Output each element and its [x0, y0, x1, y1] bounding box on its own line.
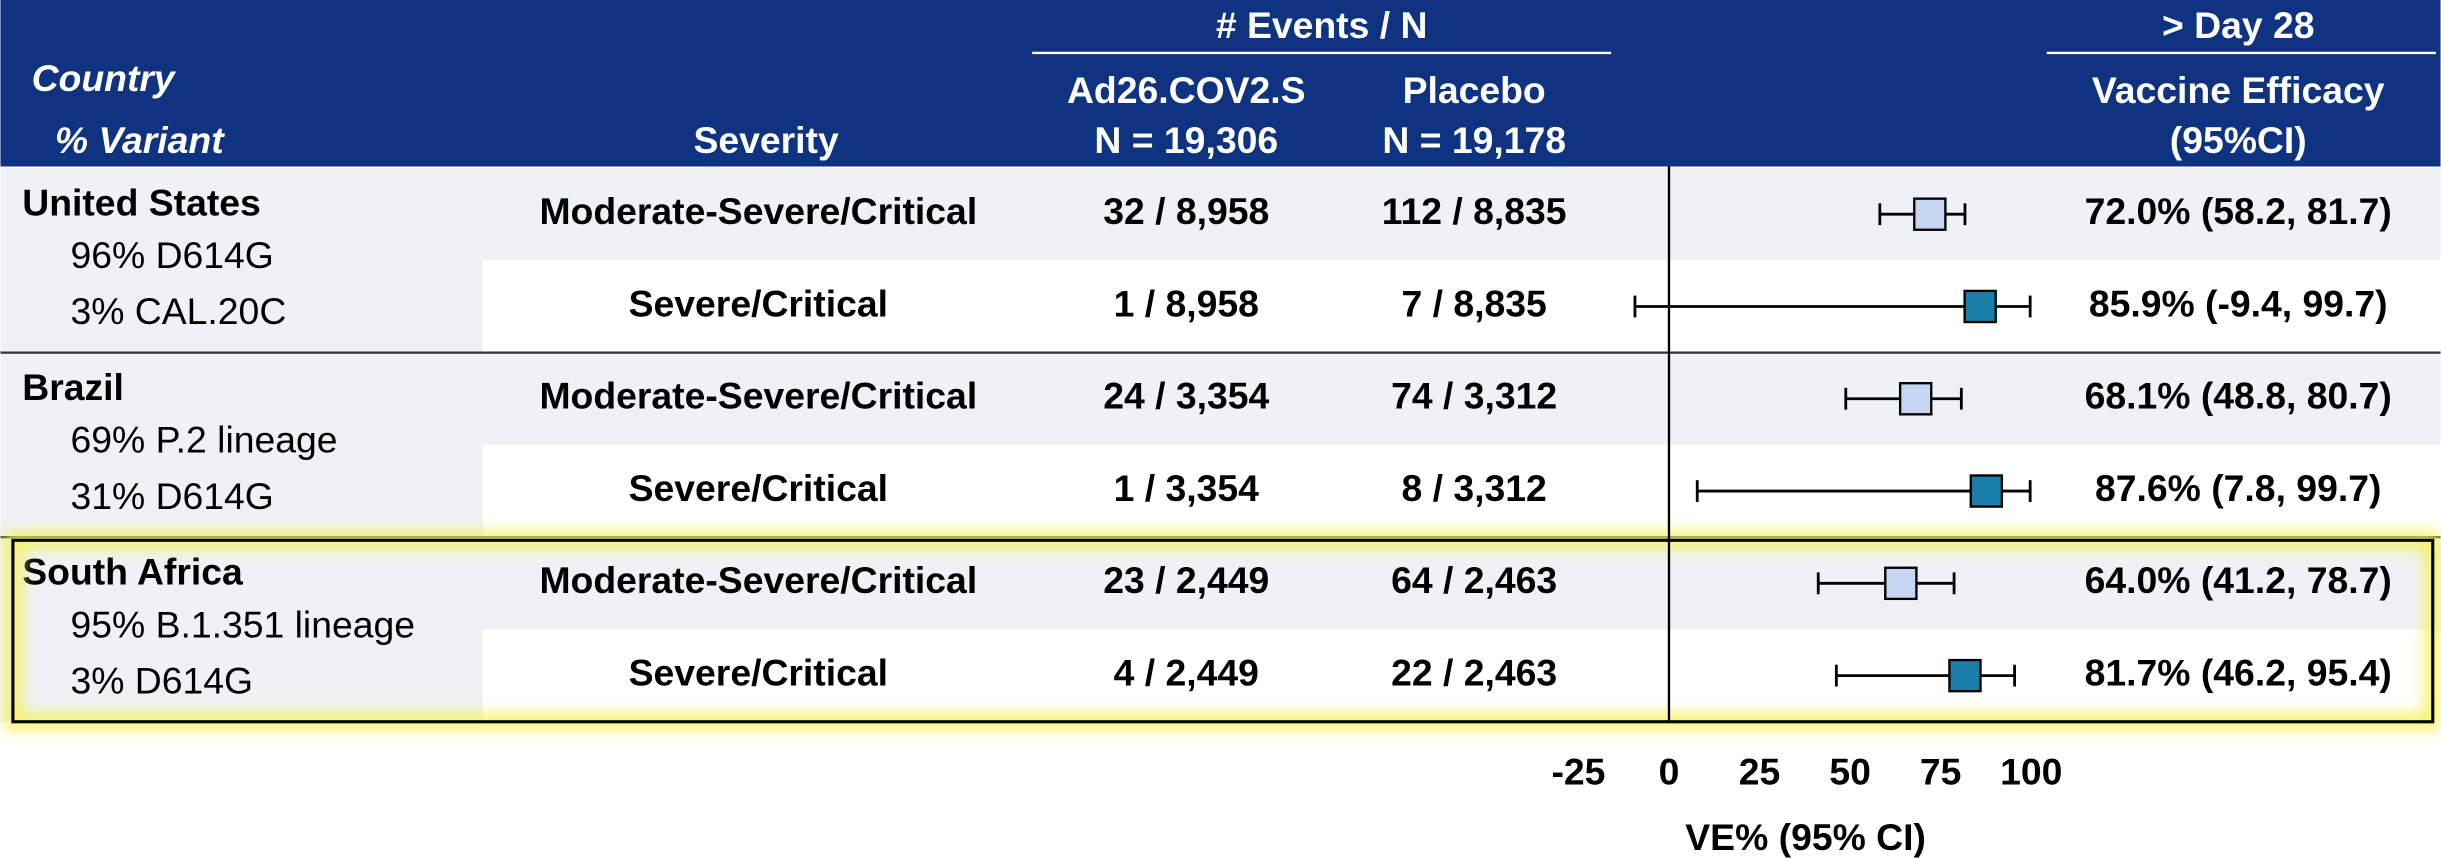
x-tick-label: 75 [1920, 751, 1962, 793]
efficacy-label: 68.1% (48.8, 80.7) [2085, 375, 2392, 417]
vaccine-events: 1 / 8,958 [1114, 282, 1259, 324]
placebo-events: 64 / 2,463 [1391, 559, 1557, 601]
placebo-events: 112 / 8,835 [1382, 190, 1567, 232]
severity: Moderate-Severe/Critical [539, 375, 977, 417]
country-cell [0, 537, 483, 722]
efficacy-label: 81.7% (46.2, 95.4) [2085, 651, 2392, 693]
efficacy-label: 87.6% (7.8, 99.7) [2095, 467, 2381, 509]
header-background [0, 0, 2441, 167]
header-label: Country [32, 57, 177, 99]
row-background [482, 629, 2441, 722]
row-background [482, 168, 2441, 261]
placebo-events: 74 / 3,312 [1391, 375, 1557, 417]
header-label: Severity [693, 119, 839, 161]
estimate-marker [1948, 658, 1982, 693]
row-background [482, 444, 2441, 538]
placebo-events: 7 / 8,835 [1402, 282, 1547, 324]
variant: 3% CAL.20C [70, 290, 286, 332]
x-tick-label: 50 [1829, 751, 1871, 793]
header-group: > Day 28 [2162, 4, 2315, 46]
x-tick-label: 100 [2000, 751, 2062, 793]
vaccine-events: 24 / 3,354 [1103, 375, 1269, 417]
country: South Africa [22, 550, 243, 592]
estimate-marker [1913, 197, 1947, 231]
header-label: N = 19,178 [1382, 119, 1566, 161]
vaccine-events: 4 / 2,449 [1114, 651, 1259, 693]
variant: 69% P.2 lineage [70, 419, 337, 461]
x-tick-label: 0 [1659, 751, 1680, 793]
estimate-marker [1969, 474, 2004, 508]
x-axis-label: VE% (95% CI) [1685, 816, 1926, 858]
highlight-box [11, 538, 2435, 724]
efficacy-label: 85.9% (-9.4, 99.7) [2089, 282, 2388, 324]
estimate-marker [1898, 382, 1933, 416]
row-background [482, 260, 2441, 353]
x-tick-label: -25 [1551, 751, 1605, 793]
country-cell [0, 168, 483, 353]
variant: 31% D614G [70, 475, 273, 517]
header-label: Placebo [1403, 69, 1546, 111]
header-label: Vaccine Efficacy [2092, 69, 2385, 111]
placebo-events: 22 / 2,463 [1391, 651, 1557, 693]
severity: Severe/Critical [629, 282, 888, 324]
vaccine-events: 1 / 3,354 [1114, 467, 1260, 509]
country-cell [0, 352, 483, 538]
vaccine-events: 23 / 2,449 [1103, 559, 1269, 601]
country: United States [22, 181, 261, 223]
placebo-events: 8 / 3,312 [1402, 467, 1547, 509]
header-label: (95%CI) [2170, 119, 2307, 161]
variant: 3% D614G [70, 659, 253, 701]
severity: Severe/Critical [629, 651, 888, 693]
efficacy-label: 64.0% (41.2, 78.7) [2085, 559, 2392, 601]
efficacy-label: 72.0% (58.2, 81.7) [2085, 190, 2392, 232]
x-tick-label: 25 [1739, 751, 1781, 793]
severity: Moderate-Severe/Critical [539, 559, 977, 601]
country: Brazil [22, 366, 124, 408]
variant: 95% B.1.351 lineage [70, 603, 415, 645]
header-label: Ad26.COV2.S [1067, 69, 1306, 111]
header-label: % Variant [55, 119, 225, 161]
row-background [482, 352, 2441, 445]
severity: Moderate-Severe/Critical [539, 190, 977, 232]
vaccine-events: 32 / 8,958 [1103, 190, 1269, 232]
header-label: N = 19,306 [1094, 119, 1278, 161]
row-background [482, 537, 2441, 630]
estimate-marker [1963, 289, 1997, 324]
severity: Severe/Critical [629, 467, 888, 509]
variant: 96% D614G [70, 234, 273, 276]
estimate-marker [1884, 566, 1918, 601]
header-group: # Events / N [1216, 4, 1428, 46]
